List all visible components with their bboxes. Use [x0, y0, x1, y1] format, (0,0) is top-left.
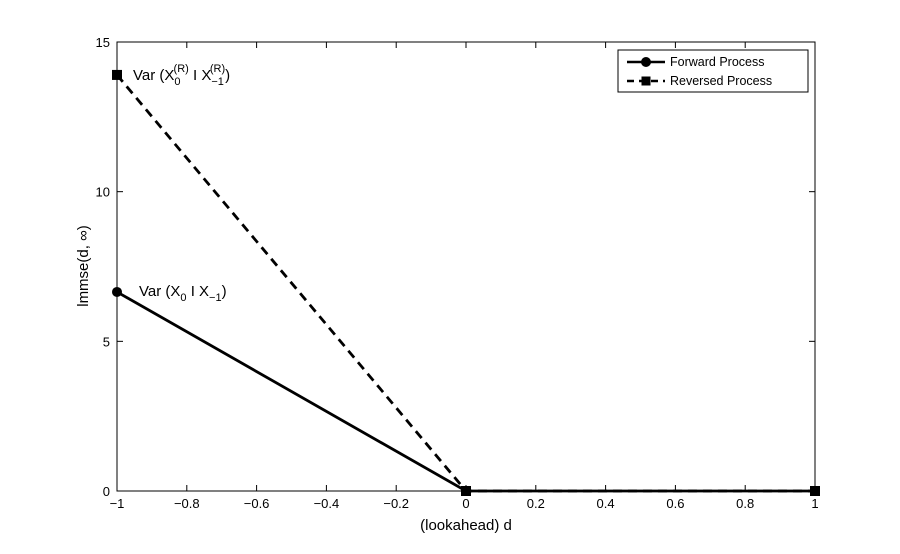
y-axis-title: lmmse(d, ∞): [75, 225, 92, 307]
x-tick-label: 0.6: [666, 496, 684, 511]
series-point-reversed-process: [112, 69, 122, 80]
series-point-forward-process: [112, 286, 122, 297]
plot-area: [116, 41, 816, 492]
x-tick-label: −0.2: [383, 496, 409, 511]
x-tick-label: 0.4: [597, 496, 615, 511]
y-tick-label: 0: [103, 484, 110, 499]
series-layer: [112, 69, 820, 496]
series-point-forward-process: [810, 486, 820, 496]
x-tick-label: −0.6: [244, 496, 270, 511]
legend-forward-label: Forward Process: [670, 55, 764, 69]
series-point-forward-process: [461, 486, 471, 496]
x-axis-title: (lookahead) d: [420, 517, 512, 534]
x-tick-label: −1: [110, 496, 125, 511]
legend-reversed-marker: [641, 76, 651, 86]
x-tick-label: 0.2: [527, 496, 545, 511]
y-tick-label: 15: [96, 35, 110, 50]
y-tick-label: 5: [103, 334, 110, 349]
legend-forward-marker: [641, 57, 651, 67]
x-tick-label: −0.8: [174, 496, 200, 511]
legend-reversed-label: Reversed Process: [670, 74, 772, 88]
y-tick-label: 10: [96, 185, 110, 200]
x-tick-label: 0.8: [736, 496, 754, 511]
x-tick-label: 1: [811, 496, 818, 511]
x-tick-label: 0: [462, 496, 469, 511]
x-tick-label: −0.4: [314, 496, 340, 511]
annotation-forward-variance: Var (X0 I X−1): [139, 283, 227, 304]
x-axis-ticks: −1 −0.8 −0.6 −0.4 −0.2 0 0.2 0.4 0.6 0.8 1: [110, 42, 819, 511]
legend: Forward Process Reversed Process: [617, 49, 809, 93]
annotation-reversed-variance: Var (X0(R) I X−1(R)): [133, 63, 230, 88]
